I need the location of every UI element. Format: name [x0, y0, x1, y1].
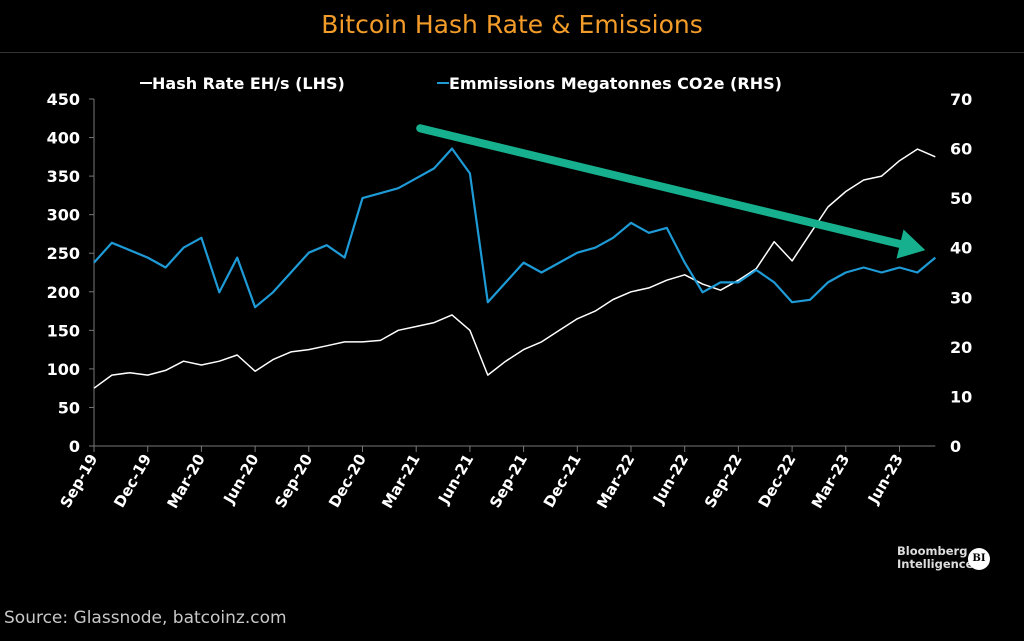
x-tick-label: Sep-22: [701, 451, 746, 511]
right-tick-label: 0: [950, 437, 961, 456]
left-tick-label: 150: [47, 321, 80, 340]
x-tick-label: Sep-19: [56, 451, 101, 511]
chart-title: Bitcoin Hash Rate & Emissions: [321, 10, 703, 39]
right-tick-label: 70: [950, 90, 972, 109]
x-tick-label: Dec-19: [110, 451, 155, 511]
x-tick-label: Jun-23: [864, 451, 907, 508]
left-tick-label: 300: [47, 206, 80, 225]
left-tick-label: 350: [47, 167, 80, 186]
hash-rate-line: [93, 148, 936, 389]
right-tick-label: 60: [950, 140, 972, 159]
title-divider: [0, 52, 1024, 53]
emissions-line: [93, 147, 937, 309]
x-tick-label: Mar-22: [593, 451, 638, 512]
right-tick-label: 10: [950, 387, 972, 406]
legend-label-hash-rate: Hash Rate EH/s (LHS): [152, 74, 345, 93]
x-tick-label: Dec-22: [755, 451, 800, 511]
x-tick-label: Jun-22: [649, 451, 692, 508]
left-tick-label: 100: [47, 360, 80, 379]
right-tick-label: 20: [950, 338, 972, 357]
left-tick-label: 0: [69, 437, 80, 456]
bloomberg-intelligence-logo: Bloomberg Intelligence: [897, 545, 973, 571]
right-tick-label: 40: [950, 239, 972, 258]
x-tick-label: Mar-20: [164, 451, 209, 512]
right-tick-label: 30: [950, 288, 972, 307]
left-tick-label: 250: [47, 244, 80, 263]
legend-label-emissions: Emmissions Megatonnes CO2e (RHS): [449, 74, 782, 93]
left-tick-label: 200: [47, 283, 80, 302]
logo-line2: Intelligence: [897, 557, 974, 571]
trend-arrow-shaft: [416, 124, 905, 249]
x-tick-label: Sep-20: [271, 451, 316, 511]
bi-badge-logo: BI: [968, 548, 990, 570]
trend-arrow-head: [896, 229, 926, 259]
x-tick-label: Jun-20: [219, 451, 262, 508]
legend: Hash Rate EH/s (LHS) Emmissions Megatonn…: [140, 74, 782, 93]
right-tick-label: 50: [950, 189, 972, 208]
source-note: Source: Glassnode, batcoinz.com: [4, 608, 287, 628]
x-tick-label: Jun-21: [434, 451, 477, 508]
left-tick-label: 450: [47, 90, 80, 109]
x-tick-label: Dec-20: [325, 451, 370, 511]
x-tick-label: Dec-21: [540, 451, 585, 511]
logo-line1: Bloomberg: [897, 544, 968, 558]
x-tick-label: Sep-21: [486, 451, 531, 511]
x-tick-label: Mar-21: [378, 451, 423, 512]
left-tick-label: 50: [58, 398, 80, 417]
left-tick-label: 400: [47, 129, 80, 148]
x-tick-label: Mar-23: [808, 451, 853, 512]
